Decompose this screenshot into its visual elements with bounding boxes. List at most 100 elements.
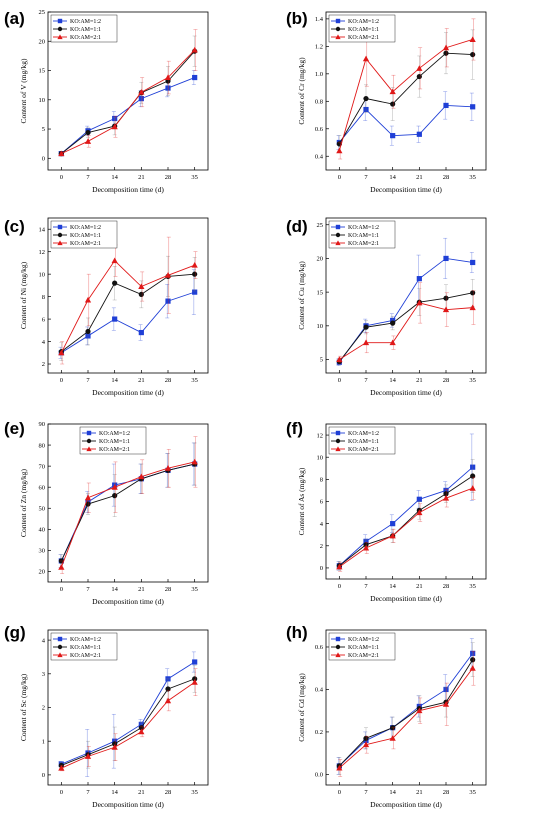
y-axis-label: Content of Cu (mg/kg) <box>297 261 306 330</box>
legend: KO:AM=1:2 KO:AM=1:1 KO:AM=2:1 <box>328 14 396 43</box>
marker-circle <box>112 493 118 499</box>
marker-triangle <box>442 701 450 707</box>
series-line <box>60 259 195 353</box>
series-0 <box>336 91 476 150</box>
x-tick-label: 7 <box>364 583 368 590</box>
marker-square <box>165 298 171 304</box>
legend: KO:AM=1:2 KO:AM=1:1 KO:AM=2:1 <box>328 632 396 661</box>
marker-triangle <box>362 741 370 748</box>
x-tick-label: 14 <box>111 586 118 593</box>
marker-triangle <box>191 458 198 465</box>
marker-circle <box>85 328 91 335</box>
y-tick-label: 4 <box>42 637 46 644</box>
marker-triangle <box>138 89 145 95</box>
series-1 <box>58 442 198 568</box>
x-tick-label: 7 <box>364 377 368 384</box>
y-axis-label: Content of Ni (mg/kg) <box>19 261 28 329</box>
y-tick-label: 60 <box>39 484 46 491</box>
marker-square <box>470 104 476 110</box>
legend-label: KO:AM=2:1 <box>70 653 101 659</box>
y-tick-label: 14 <box>39 226 46 233</box>
y-tick-label: 6 <box>320 499 324 506</box>
marker-triangle <box>442 44 450 51</box>
legend: KO:AM=1:2 KO:AM=1:1 KO:AM=2:1 <box>50 14 118 43</box>
y-tick-label: 6 <box>42 316 46 323</box>
panel-5: (f) 0 7 14 21 28 35 0 2 4 6 8 10 12 Decomposition time… <box>286 419 487 603</box>
marker-triangle <box>389 339 396 346</box>
x-tick-label: 35 <box>191 174 198 181</box>
marker-triangle <box>86 446 92 452</box>
marker-triangle <box>442 306 450 313</box>
y-axis-label: Content of As (mg/kg) <box>297 467 306 535</box>
x-tick-label: 28 <box>165 174 172 181</box>
y-tick-label: 0.6 <box>315 126 324 133</box>
series-2 <box>336 650 476 777</box>
panel-1: (b) 0 7 14 21 28 35 0.4 0.6 0.8 1.0 1.2 1.4 Decomposi… <box>286 9 487 194</box>
x-tick-label: 0 <box>60 174 63 181</box>
series-line <box>61 77 195 154</box>
marker-triangle <box>335 34 341 40</box>
legend-label: KO:AM=2:1 <box>348 241 379 247</box>
y-tick-label: 0 <box>320 565 323 572</box>
series-2 <box>336 476 476 572</box>
series-line <box>338 292 473 362</box>
series-0 <box>58 269 198 359</box>
series-line <box>61 50 196 154</box>
marker-triangle <box>138 473 145 480</box>
series-2 <box>58 668 198 772</box>
marker-triangle <box>57 240 63 246</box>
marker-square <box>470 259 476 266</box>
marker-triangle <box>164 74 172 81</box>
panel-3: (d) 0 7 14 21 28 35 5 10 15 20 25 Decomposition time… <box>286 217 487 397</box>
y-tick-label: 8 <box>42 294 45 301</box>
x-tick-label: 7 <box>86 586 90 593</box>
series-2 <box>336 18 476 160</box>
marker-circle <box>470 290 476 296</box>
marker-triangle <box>389 735 396 741</box>
y-axis-label: Content of Sc (mg/kg) <box>19 673 28 741</box>
panel-label: (h) <box>286 623 308 642</box>
series-1 <box>58 665 198 769</box>
legend-label: KO:AM=1:2 <box>348 19 379 25</box>
x-tick-label: 21 <box>416 789 423 796</box>
legend-label: KO:AM=1:1 <box>70 27 101 33</box>
marker-circle <box>363 324 369 330</box>
marker-triangle <box>416 707 423 714</box>
x-tick-label: 35 <box>469 789 476 796</box>
x-tick-label: 21 <box>416 583 423 590</box>
legend: KO:AM=1:2 KO:AM=1:1 KO:AM=2:1 <box>50 632 118 661</box>
series-2 <box>58 236 198 365</box>
x-axis-label: Decomposition time (d) <box>92 597 164 606</box>
x-tick-label: 35 <box>469 583 476 590</box>
y-tick-label: 4 <box>42 339 46 346</box>
series-0 <box>58 442 198 568</box>
marker-triangle <box>138 283 145 290</box>
marker-triangle <box>191 46 198 53</box>
series-line <box>61 678 195 766</box>
marker-square <box>390 521 396 527</box>
marker-triangle <box>111 744 118 750</box>
x-tick-label: 14 <box>111 174 118 181</box>
y-tick-label: 90 <box>39 421 46 428</box>
marker-triangle <box>416 509 423 516</box>
marker-triangle <box>57 34 63 40</box>
y-tick-label: 20 <box>39 569 46 576</box>
x-tick-label: 28 <box>165 789 172 796</box>
marker-square <box>335 224 341 230</box>
marker-circle <box>443 50 449 56</box>
panel-label: (f) <box>286 419 303 438</box>
x-tick-label: 0 <box>60 586 63 593</box>
marker-triangle <box>84 494 92 501</box>
marker-circle <box>138 291 144 297</box>
y-axis-label: Content of Cr (mg/kg) <box>297 57 306 125</box>
x-tick-label: 14 <box>111 789 118 796</box>
legend-label: KO:AM=1:2 <box>70 19 101 25</box>
legend-label: KO:AM=2:1 <box>70 35 101 41</box>
y-tick-label: 70 <box>39 463 46 470</box>
x-axis-label: Decomposition time (d) <box>370 185 442 194</box>
panel-2: (c) 0 7 14 21 28 35 2 4 6 8 10 12 14 Decomposition tim… <box>4 217 209 397</box>
y-tick-label: 25 <box>317 222 324 229</box>
marker-circle <box>335 438 341 444</box>
y-tick-label: 0 <box>42 155 45 162</box>
y-tick-label: 12 <box>39 249 46 256</box>
